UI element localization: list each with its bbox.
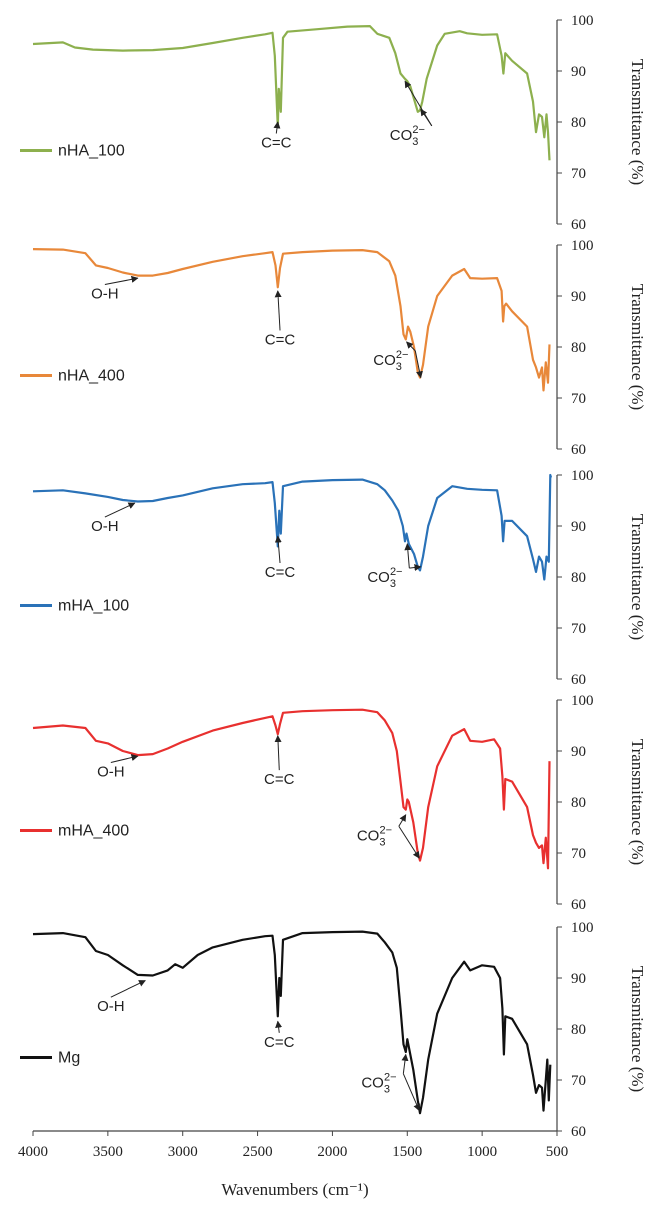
annotation-arrow xyxy=(274,290,282,331)
series-line-nHA_400 xyxy=(32,248,551,392)
annotation-label: CO32− xyxy=(361,1072,396,1096)
annotation-label: CO32− xyxy=(373,349,408,373)
x-axis-label: Wavenumbers (cm⁻¹) xyxy=(221,1180,368,1199)
annotation-arrow xyxy=(404,543,412,569)
annotation-label: CO32− xyxy=(357,824,392,848)
y-tick-label: 80 xyxy=(571,1022,586,1038)
annotation-arrow xyxy=(420,108,433,127)
x-tick-label: 3000 xyxy=(168,1144,198,1160)
annotation-arrow xyxy=(110,980,146,998)
annotation-arrow xyxy=(414,350,423,379)
y-tick-label: 60 xyxy=(571,672,586,688)
x-tick-label: 500 xyxy=(546,1144,569,1160)
y-tick-label: 60 xyxy=(571,897,586,913)
annotation-arrow xyxy=(406,341,416,352)
annotation-label: O-H xyxy=(91,518,119,535)
annotation-label: O-H xyxy=(97,998,125,1015)
y-axis-label: Transmittance (%) xyxy=(628,739,647,865)
panel-mHA_100: 100 90 80 70 60 Transmittance (%) mHA_100 O-H C=… xyxy=(20,468,647,688)
y-tick-label: 100 xyxy=(571,920,594,936)
y-tick-label: 70 xyxy=(571,846,586,862)
legend-label: mHA_400 xyxy=(58,823,129,840)
panel-Mg: 100 90 80 70 60 Transmittance (%) Mg O-H C=C CO32… xyxy=(20,920,647,1140)
y-tick-label: 80 xyxy=(571,340,586,356)
panel-mHA_400: 100 90 80 70 60 Transmittance (%) mHA_400 O-H C=… xyxy=(20,693,647,913)
panel-nHA_100: 100 90 80 70 60 Transmittance (%) nHA_100 C=C CO… xyxy=(20,13,647,233)
annotation-arrow xyxy=(409,564,422,571)
y-axis-label: Transmittance (%) xyxy=(628,514,647,640)
y-tick-label: 80 xyxy=(571,570,586,586)
annotation-arrow xyxy=(274,735,282,771)
y-tick-label: 100 xyxy=(571,468,594,484)
y-tick-label: 60 xyxy=(571,217,586,233)
annotation-arrow xyxy=(402,1073,420,1112)
annotation-label: C=C xyxy=(264,1034,295,1051)
y-tick-label: 90 xyxy=(571,971,586,987)
y-axis-label: Transmittance (%) xyxy=(628,966,647,1092)
series-line-mHA_400 xyxy=(32,708,551,870)
series-line-Mg xyxy=(32,930,552,1115)
annotation-label: C=C xyxy=(264,771,295,788)
annotation-label: CO32− xyxy=(367,566,402,590)
x-tick-label: 1500 xyxy=(392,1144,422,1160)
panel-nHA_400: 100 90 80 70 60 Transmittance (%) nHA_400 O-H C=… xyxy=(20,238,647,458)
annotation-arrow xyxy=(275,1020,283,1033)
y-axis-label: Transmittance (%) xyxy=(628,59,647,185)
legend-label: mHA_100 xyxy=(58,598,129,615)
y-tick-label: 70 xyxy=(571,166,586,182)
annotation-label: O-H xyxy=(91,286,119,303)
annotation-label: O-H xyxy=(97,764,125,781)
y-tick-label: 90 xyxy=(571,289,586,305)
y-tick-label: 100 xyxy=(571,693,594,709)
annotation-label: C=C xyxy=(265,331,296,348)
x-tick-label: 2500 xyxy=(243,1144,273,1160)
legend-label: nHA_100 xyxy=(58,143,125,160)
y-tick-label: 100 xyxy=(571,13,594,29)
x-tick-label: 2000 xyxy=(317,1144,347,1160)
y-tick-label: 90 xyxy=(571,64,586,80)
y-axis-label: Transmittance (%) xyxy=(628,284,647,410)
y-tick-label: 80 xyxy=(571,795,586,811)
x-tick-label: 1000 xyxy=(467,1144,497,1160)
annotation-arrow xyxy=(274,535,282,564)
annotation-arrow xyxy=(104,275,139,286)
y-tick-label: 70 xyxy=(571,391,586,407)
y-tick-label: 70 xyxy=(571,1073,586,1089)
annotation-arrow xyxy=(110,754,139,763)
y-tick-label: 100 xyxy=(571,238,594,254)
annotation-label: C=C xyxy=(261,135,292,152)
annotation-arrow xyxy=(273,121,281,134)
annotation-label: C=C xyxy=(265,564,296,581)
annotation-label: CO32− xyxy=(390,124,425,148)
legend-label: Mg xyxy=(58,1050,80,1067)
series-line-mHA_100 xyxy=(32,473,553,581)
y-tick-label: 90 xyxy=(571,744,586,760)
annotation-arrow xyxy=(398,814,407,827)
annotation-arrow xyxy=(104,502,136,518)
x-tick-label: 3500 xyxy=(93,1144,123,1160)
y-tick-label: 80 xyxy=(571,115,586,131)
y-tick-label: 60 xyxy=(571,1124,586,1140)
x-tick-label: 4000 xyxy=(18,1144,48,1160)
y-tick-label: 70 xyxy=(571,621,586,637)
y-tick-label: 60 xyxy=(571,442,586,458)
annotation-arrow xyxy=(401,1053,409,1074)
legend-label: nHA_400 xyxy=(58,368,125,385)
y-tick-label: 90 xyxy=(571,519,586,535)
annotation-arrow xyxy=(398,825,420,859)
